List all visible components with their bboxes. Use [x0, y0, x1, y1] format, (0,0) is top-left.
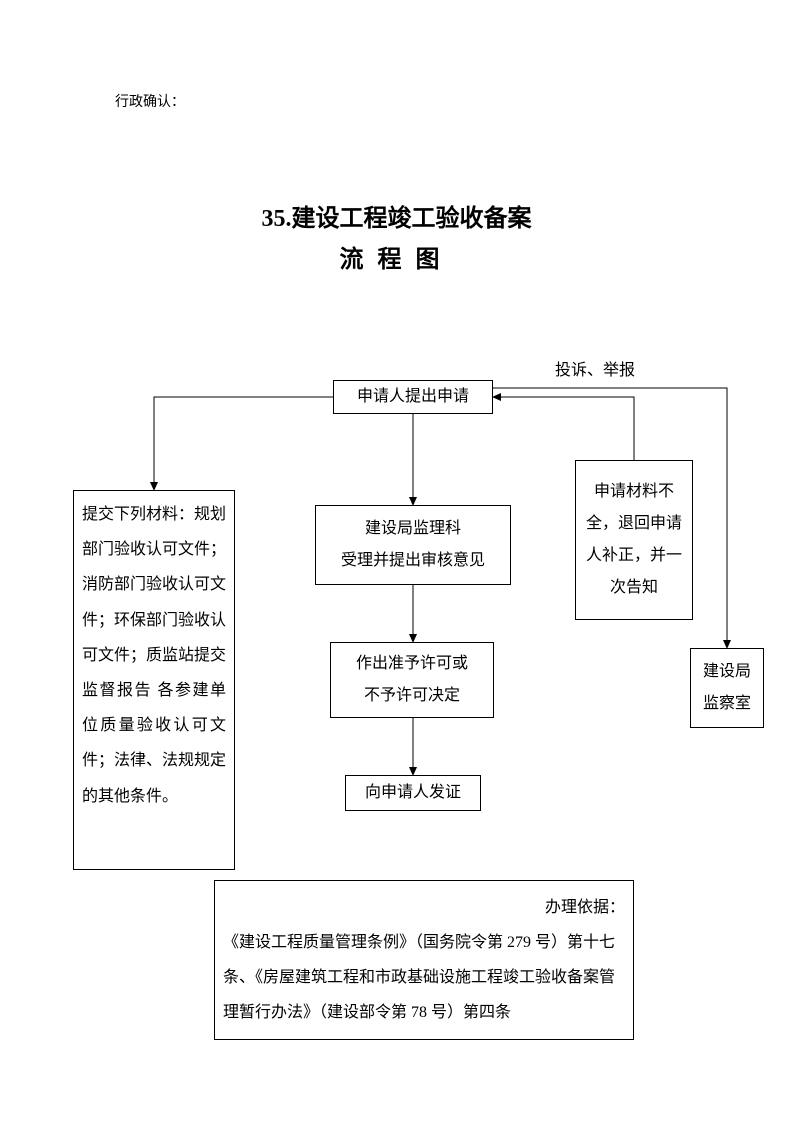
- node-materials: 提交下列材料：规划部门验收认可文件；消防部门验收认可文件；环保部门验收认可文件；…: [73, 490, 235, 870]
- node-issue-label: 向申请人发证: [365, 777, 461, 809]
- node-issue: 向申请人发证: [345, 775, 481, 811]
- node-jianli-label: 建设局监理科 受理并提出审核意见: [341, 513, 485, 577]
- node-basis-title: 办理依据：: [223, 890, 625, 925]
- node-supervise: 建设局 监察室: [690, 648, 764, 728]
- node-incomplete-label: 申请材料不全，退回申请人补正，并一次告知: [584, 476, 684, 604]
- node-apply-label: 申请人提出申请: [357, 381, 469, 413]
- edge-label-complaint: 投诉、举报: [555, 356, 635, 380]
- node-decision: 作出准予许可或 不予许可决定: [330, 642, 494, 718]
- node-jianli: 建设局监理科 受理并提出审核意见: [315, 505, 511, 585]
- page-title: 35.建设工程竣工验收备案 流程图: [0, 198, 793, 274]
- node-incomplete: 申请材料不全，退回申请人补正，并一次告知: [575, 460, 693, 620]
- node-basis: 办理依据： 《建设工程质量管理条例》（国务院令第 279 号）第十七条、《房屋建…: [214, 880, 634, 1040]
- header-text: 行政确认：: [115, 91, 185, 111]
- node-decision-label: 作出准予许可或 不予许可决定: [356, 648, 468, 712]
- node-materials-label: 提交下列材料：规划部门验收认可文件；消防部门验收认可文件；环保部门验收认可文件；…: [82, 497, 226, 814]
- node-supervise-label: 建设局 监察室: [703, 656, 751, 720]
- title-line1: 35.建设工程竣工验收备案: [0, 198, 793, 233]
- title-line2: 流程图: [0, 239, 793, 274]
- node-basis-body: 《建设工程质量管理条例》（国务院令第 279 号）第十七条、《房屋建筑工程和市政…: [223, 925, 625, 1031]
- node-apply: 申请人提出申请: [333, 380, 493, 414]
